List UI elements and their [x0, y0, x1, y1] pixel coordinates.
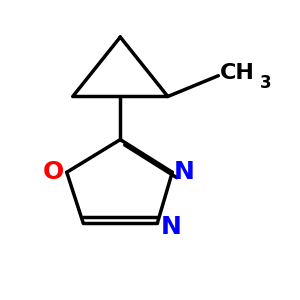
Text: N: N	[174, 160, 195, 184]
Text: N: N	[160, 215, 181, 239]
Text: CH: CH	[220, 63, 255, 83]
Text: 3: 3	[260, 74, 272, 92]
Text: O: O	[43, 160, 64, 184]
